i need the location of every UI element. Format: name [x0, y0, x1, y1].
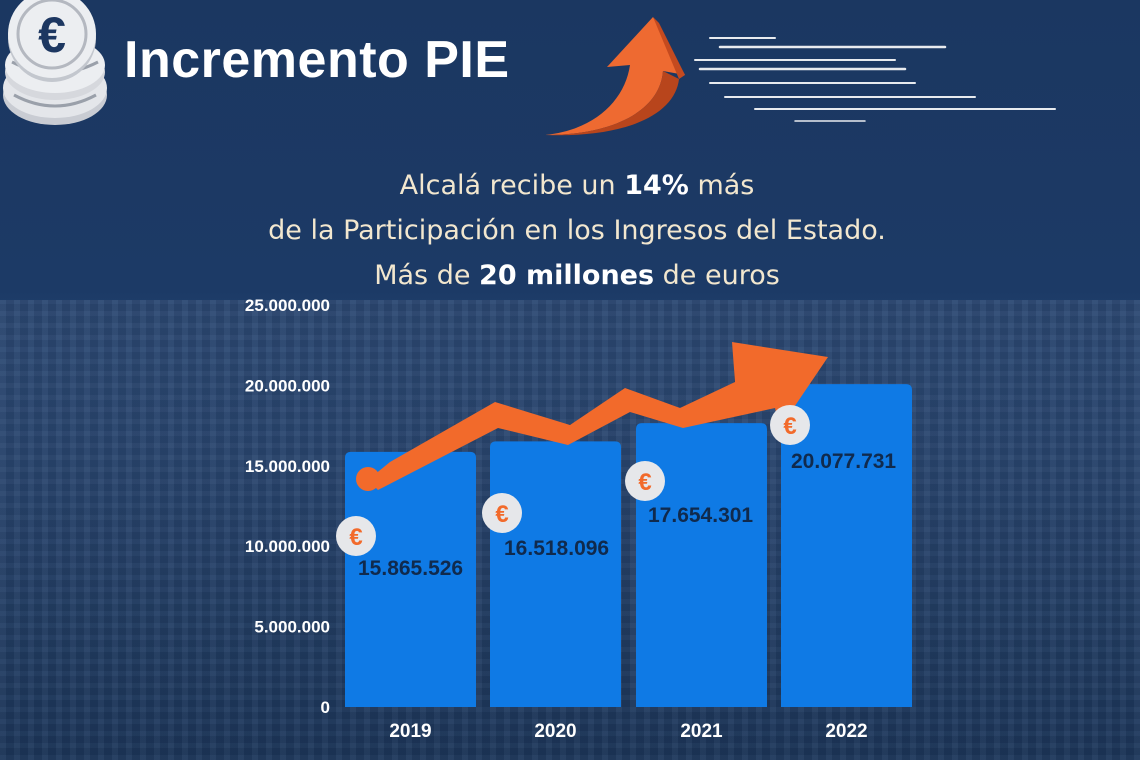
y-tick-label: 0	[321, 698, 330, 717]
value-label: 20.077.731	[791, 450, 896, 473]
page-title: Incremento PIE	[124, 31, 510, 89]
y-tick-label: 5.000.000	[254, 618, 330, 637]
x-tick-label: 2019	[389, 721, 431, 742]
euro-symbol-icon: €	[638, 469, 651, 496]
subtitle-line-2: de la Participación en los Ingresos del …	[268, 215, 886, 246]
y-tick-label: 20.000.000	[245, 376, 330, 395]
bar-2019	[345, 451, 476, 707]
subtitle-line-1: Alcalá recibe un 14% más	[399, 170, 755, 201]
y-tick-label: 15.000.000	[245, 457, 330, 476]
x-tick-label: 2020	[534, 721, 576, 742]
x-tick-label: 2021	[680, 721, 723, 742]
x-tick-label: 2022	[825, 721, 867, 742]
euro-symbol-icon: €	[495, 501, 508, 528]
euro-symbol-icon: €	[349, 524, 362, 551]
rising-arrow-icon	[545, 17, 1056, 136]
bar-2022	[781, 384, 912, 707]
trend-arrow-start-dot	[356, 467, 380, 491]
euro-coins-icon: €	[3, 0, 107, 125]
euro-badge-icon	[625, 461, 665, 501]
y-tick-label: 25.000.000	[245, 296, 330, 315]
bar-2021	[636, 423, 767, 707]
subtitle-line-3: Más de 20 millones de euros	[374, 260, 780, 291]
svg-text:€: €	[38, 7, 66, 63]
y-tick-label: 10.000.000	[245, 537, 330, 556]
euro-badge-icon	[336, 516, 376, 556]
value-label: 17.654.301	[648, 504, 753, 527]
value-label: 15.865.526	[358, 557, 463, 580]
subtitle: Alcalá recibe un 14% más de la Participa…	[0, 163, 1140, 298]
euro-badge-icon	[770, 405, 810, 445]
bar-2020	[490, 441, 621, 707]
value-label: 16.518.096	[504, 537, 609, 560]
trend-arrow	[368, 342, 828, 490]
euro-symbol-icon: €	[783, 413, 796, 440]
euro-badge-icon	[482, 493, 522, 533]
